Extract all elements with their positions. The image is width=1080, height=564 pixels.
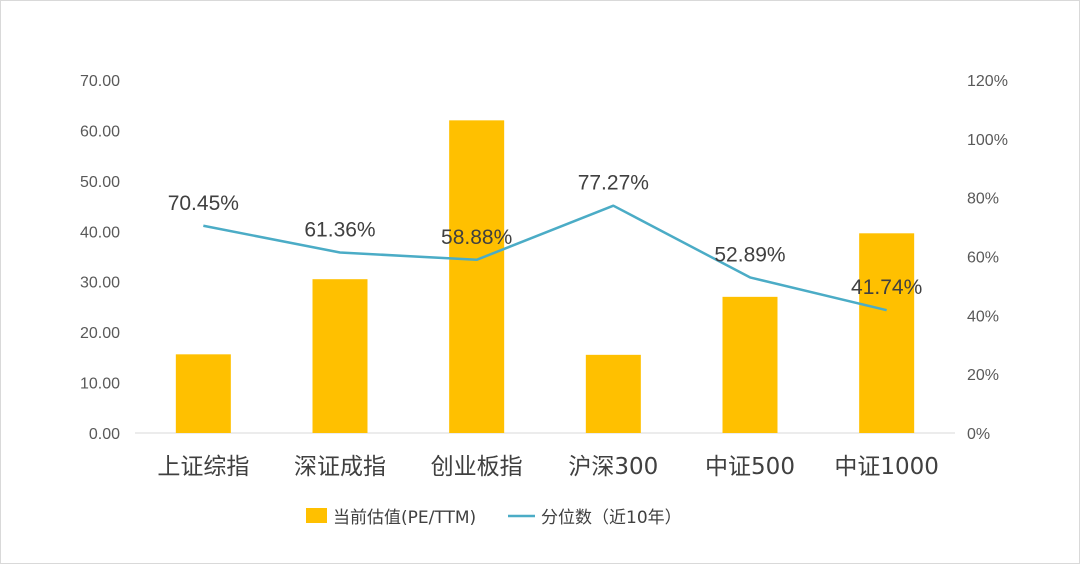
- left-tick-label: 40.00: [80, 224, 120, 241]
- right-tick-label: 60%: [967, 250, 999, 267]
- left-axis: 0.00 10.00 20.00 30.00 40.00 50.00 60.00 70.00: [80, 73, 120, 443]
- line-series: [203, 204, 887, 312]
- series-line: [203, 204, 887, 312]
- left-tick-label: 50.00: [80, 174, 120, 191]
- line-data-label: 61.36%: [304, 218, 375, 241]
- legend: 当前估值(PE/TTM) 分位数（近10年）: [306, 508, 682, 528]
- category-label: 中证500: [705, 454, 795, 480]
- left-tick-label: 60.00: [80, 123, 120, 140]
- left-tick-label: 10.00: [80, 376, 120, 393]
- right-tick-label: 120%: [967, 73, 1008, 90]
- right-tick-label: 80%: [967, 191, 999, 208]
- category-label: 沪深300: [568, 454, 658, 480]
- line-data-label: 77.27%: [578, 172, 649, 195]
- bar: [175, 354, 231, 433]
- line-data-label: 52.89%: [714, 243, 785, 266]
- legend-swatch-bar: [306, 508, 327, 523]
- category-axis: 上证综指 深证成指 创业板指 沪深300 中证500 中证1000: [157, 454, 939, 480]
- bar-series: [175, 120, 915, 433]
- left-tick-label: 0.00: [89, 426, 120, 443]
- legend-label-bar: 当前估值(PE/TTM): [333, 508, 476, 528]
- category-label: 创业板指: [431, 454, 523, 480]
- bar: [312, 279, 368, 433]
- line-data-label: 58.88%: [441, 226, 512, 249]
- bar: [722, 296, 778, 433]
- bar: [585, 354, 641, 433]
- category-label: 上证综指: [157, 454, 249, 480]
- left-tick-label: 20.00: [80, 325, 120, 342]
- category-label: 深证成指: [294, 454, 386, 480]
- bar: [859, 233, 915, 433]
- category-label: 中证1000: [834, 454, 939, 480]
- line-data-label: 70.45%: [168, 192, 239, 215]
- right-tick-label: 20%: [967, 367, 999, 384]
- right-tick-label: 0%: [967, 426, 990, 443]
- line-data-label: 41.74%: [851, 276, 922, 299]
- bar: [449, 120, 505, 433]
- left-tick-label: 30.00: [80, 275, 120, 292]
- right-axis: 0% 20% 40% 60% 80% 100% 120%: [967, 73, 1008, 443]
- line-data-labels: 70.45% 61.36% 58.88% 77.27% 52.89% 41.74%: [168, 172, 923, 300]
- left-tick-label: 70.00: [80, 73, 120, 90]
- legend-label-line: 分位数（近10年）: [541, 508, 682, 528]
- right-tick-label: 100%: [967, 132, 1008, 149]
- right-tick-label: 40%: [967, 308, 999, 325]
